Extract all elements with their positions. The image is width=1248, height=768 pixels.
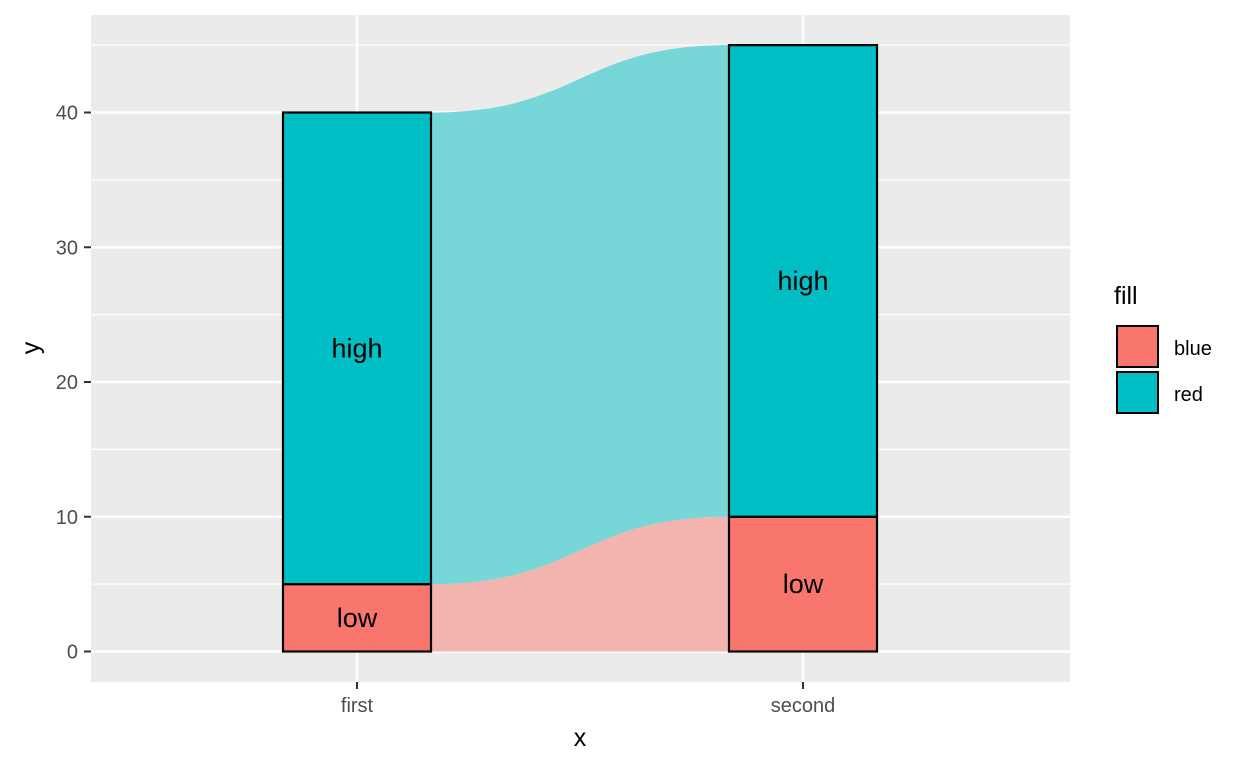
legend-label-blue: blue [1174, 338, 1212, 360]
bar-label-second-blue: low [783, 569, 824, 599]
x-axis-title: x [574, 724, 587, 752]
bar-labels: low high low high [331, 266, 828, 633]
legend-key-red [1116, 371, 1159, 414]
legend-title: fill [1114, 282, 1138, 310]
flow-blue [431, 516, 729, 652]
y-axis: 0 10 20 30 40 [56, 103, 91, 664]
bar-label-second-red: high [777, 266, 828, 296]
bar-second-red [727, 44, 879, 518]
x-tick-label: second [771, 695, 836, 717]
x-axis: first second [341, 682, 835, 717]
y-tick-label: 20 [56, 372, 78, 394]
legend: fill blue red [1114, 282, 1212, 414]
legend-label-red: red [1174, 384, 1203, 406]
y-tick-label: 10 [56, 507, 78, 529]
bars [281, 44, 879, 653]
y-tick-label: 40 [56, 103, 78, 125]
bar-label-first-blue: low [337, 603, 378, 633]
flows [431, 45, 729, 652]
bar-first-red [281, 111, 433, 586]
bar-label-first-red: high [331, 333, 382, 363]
y-axis-title: y [17, 341, 45, 354]
y-tick-label: 0 [67, 642, 78, 664]
legend-key-blue [1116, 325, 1159, 368]
y-tick-label: 30 [56, 237, 78, 259]
flow-red [431, 45, 729, 585]
x-tick-label: first [341, 695, 374, 717]
